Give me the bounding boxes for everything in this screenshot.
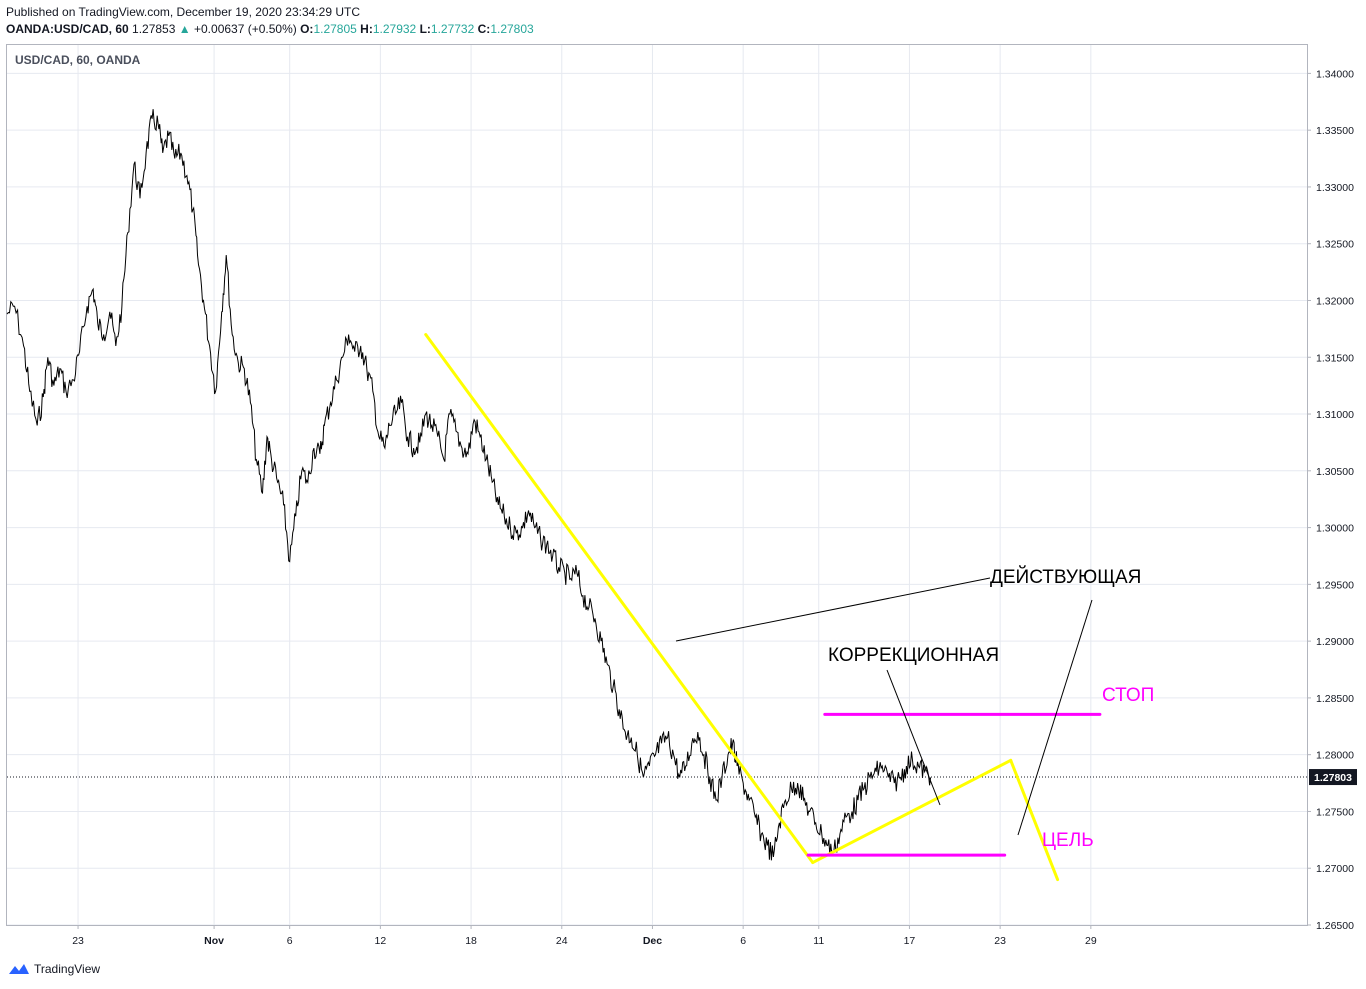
pointer-line-deystvuyushchaya-1 bbox=[675, 577, 991, 642]
open-value: 1.27805 bbox=[313, 22, 357, 36]
y-tick-label: 1.26500 bbox=[1316, 920, 1354, 932]
x-tick-label: 6 bbox=[287, 935, 293, 947]
price-change: +0.00637 (+0.50%) bbox=[194, 22, 297, 36]
time-axis[interactable]: 23 Nov 6 12 18 24 Dec 6 11 17 23 29 bbox=[72, 925, 1097, 947]
last-price: 1.27853 bbox=[132, 22, 176, 36]
x-tick-label: 18 bbox=[465, 935, 477, 947]
x-tick-label: 12 bbox=[375, 935, 387, 947]
y-tick-label: 1.33000 bbox=[1316, 182, 1354, 194]
change-arrow-icon: ▲ bbox=[178, 22, 191, 36]
x-tick-label: 29 bbox=[1085, 935, 1097, 947]
trend-leg-3[interactable] bbox=[1009, 758, 1060, 882]
annotation-deystvuyushchaya: ДЕЙСТВУЮЩАЯ bbox=[990, 566, 1141, 588]
drawings-layer bbox=[424, 333, 1102, 882]
y-tick-label: 1.28500 bbox=[1316, 693, 1354, 705]
y-tick-label: 1.29500 bbox=[1316, 579, 1354, 591]
x-tick-label: Nov bbox=[204, 935, 224, 947]
price-line bbox=[6, 109, 932, 861]
pointer-line-deystvuyushchaya-2 bbox=[1017, 599, 1093, 836]
y-tick-label: 1.33500 bbox=[1316, 125, 1354, 137]
low-label: L: bbox=[419, 22, 431, 36]
x-tick-label: 24 bbox=[556, 935, 568, 947]
x-tick-label: 11 bbox=[813, 935, 824, 947]
y-tick-label: 1.31500 bbox=[1316, 352, 1354, 364]
chart-symbol-label: USD/CAD, 60, OANDA bbox=[15, 53, 141, 67]
low-value: 1.27732 bbox=[430, 22, 475, 36]
x-tick-label: 23 bbox=[72, 935, 84, 947]
close-value: 1.27803 bbox=[490, 22, 534, 36]
tradingview-logo-icon bbox=[9, 964, 29, 974]
trend-leg-1[interactable] bbox=[424, 333, 815, 865]
trend-leg-2[interactable] bbox=[811, 758, 1013, 865]
y-tick-label: 1.32500 bbox=[1316, 239, 1354, 251]
y-tick-label: 1.31000 bbox=[1316, 409, 1354, 421]
y-tick-label: 1.34000 bbox=[1316, 68, 1354, 80]
y-tick-label: 1.32000 bbox=[1316, 295, 1354, 307]
high-value: 1.27932 bbox=[372, 22, 417, 36]
tradingview-branding[interactable]: TradingView bbox=[8, 962, 100, 976]
published-line: Published on TradingView.com, December 1… bbox=[6, 5, 360, 19]
price-series bbox=[6, 109, 932, 861]
current-price-label: 1.27803 bbox=[1309, 769, 1357, 786]
symbol-name: OANDA:USD/CAD, 60 bbox=[6, 22, 129, 36]
chart-pane[interactable] bbox=[6, 44, 1308, 926]
symbol-header: OANDA:USD/CAD, 60 1.27853 ▲ +0.00637 (+0… bbox=[6, 22, 534, 36]
y-tick-label: 1.27500 bbox=[1316, 806, 1354, 818]
y-tick-label: 1.30500 bbox=[1316, 466, 1354, 478]
annotation-stop: СТОП bbox=[1102, 685, 1154, 706]
pointer-line-korrektsionnaya bbox=[886, 669, 941, 806]
x-tick-label: 6 bbox=[740, 935, 746, 947]
y-tick-label: 1.30000 bbox=[1316, 523, 1354, 535]
x-tick-label: Dec bbox=[643, 935, 662, 947]
price-axis[interactable]: 1.34000 1.33500 1.33000 1.32500 1.32000 1.315… bbox=[1307, 68, 1354, 932]
close-label: C: bbox=[477, 22, 491, 36]
grid-lines bbox=[7, 45, 1307, 926]
y-tick-label: 1.28000 bbox=[1316, 750, 1354, 762]
high-label: H: bbox=[360, 22, 373, 36]
y-tick-label: 1.27000 bbox=[1316, 863, 1354, 875]
x-tick-label: 17 bbox=[904, 935, 916, 947]
annotation-korrektsionnaya: КОРРЕКЦИОННАЯ bbox=[828, 645, 999, 666]
current-price-text: 1.27803 bbox=[1314, 772, 1352, 784]
brand-name: TradingView bbox=[34, 962, 101, 976]
x-tick-label: 23 bbox=[994, 935, 1006, 947]
annotation-target: ЦЕЛЬ bbox=[1042, 830, 1094, 851]
open-label: O: bbox=[300, 22, 314, 36]
y-tick-label: 1.29000 bbox=[1316, 636, 1354, 648]
